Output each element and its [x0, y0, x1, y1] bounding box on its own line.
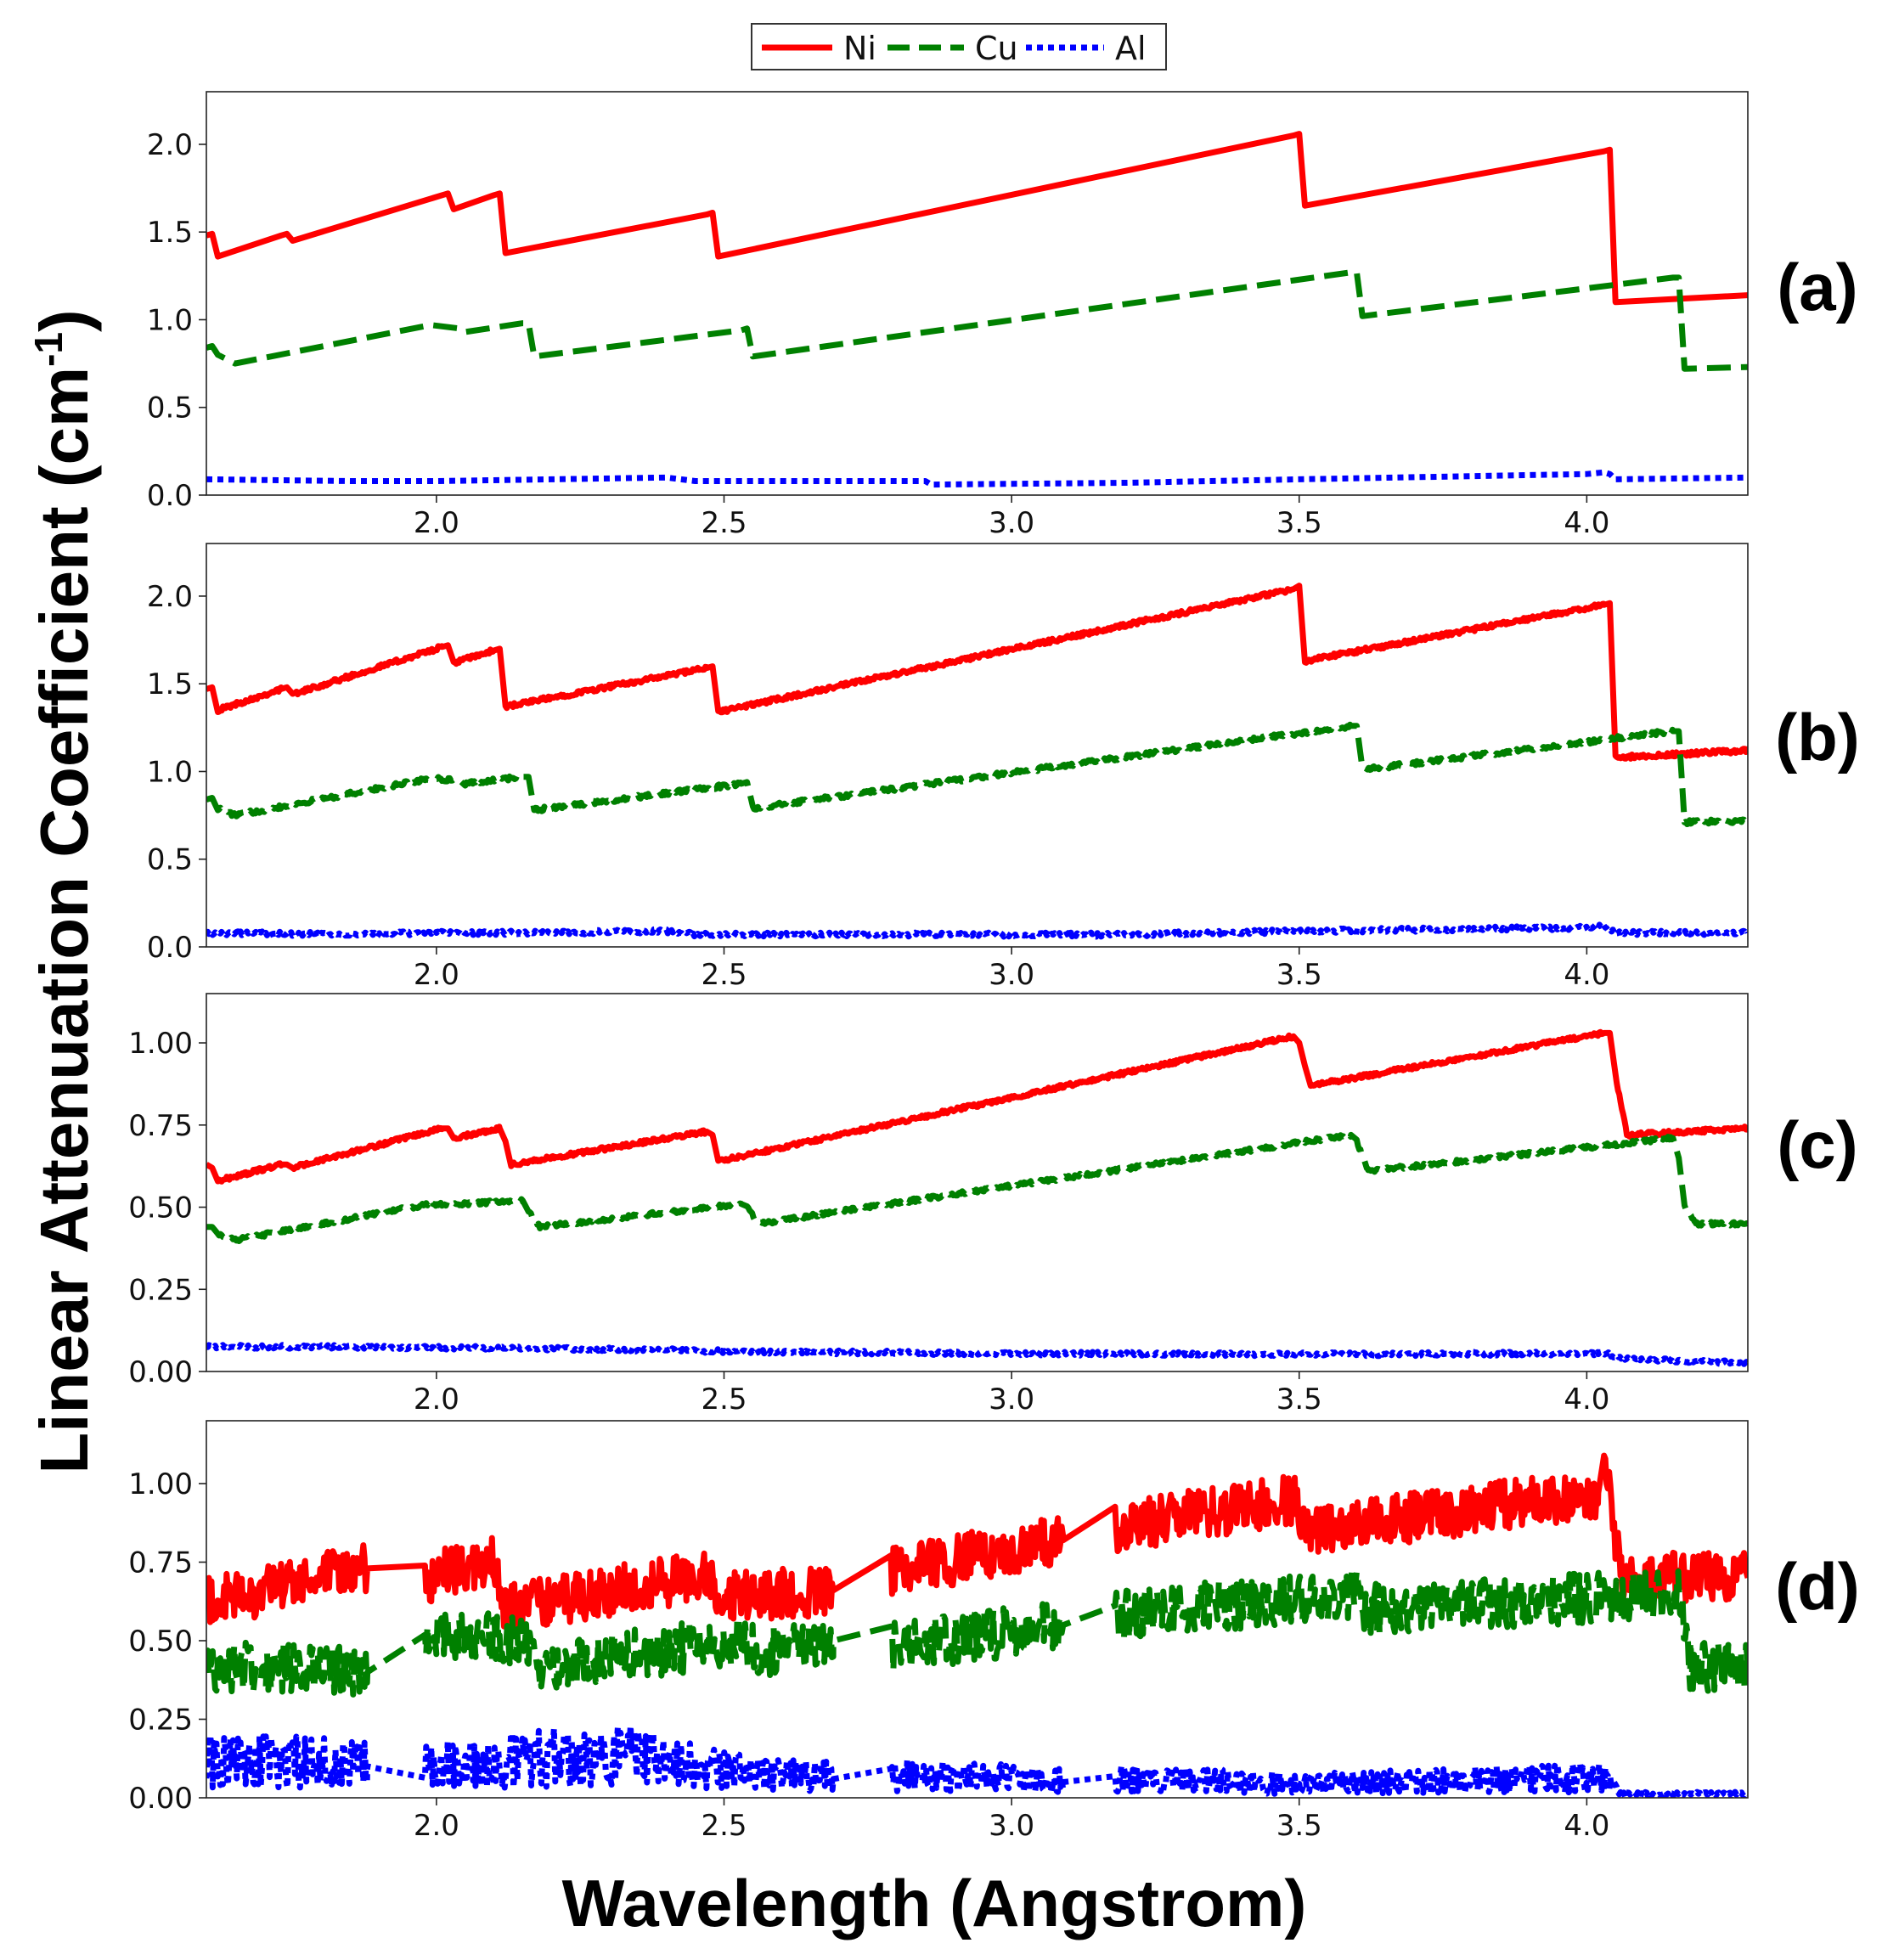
legend: Ni Cu Al — [751, 23, 1167, 70]
xtick-label: 3.0 — [989, 958, 1034, 992]
ytick-label: 1.00 — [128, 1027, 193, 1061]
xtick-label: 2.0 — [414, 1383, 459, 1416]
xtick-label: 3.5 — [1276, 1809, 1322, 1843]
xtick-label: 4.0 — [1564, 1383, 1609, 1416]
ytick-label: 0.5 — [147, 843, 193, 877]
series-al-c — [206, 1342, 1748, 1367]
panel-c: 0.00 0.25 0.50 0.75 1.00 2.0 2.5 3.0 3.5 4.0 (c) — [128, 993, 1858, 1416]
series-al-b — [206, 921, 1748, 940]
panel-label-b: (b) — [1775, 700, 1860, 774]
ytick-label: 0.0 — [147, 479, 193, 513]
xtick-label: 2.0 — [414, 1809, 459, 1843]
xtick-label: 2.5 — [701, 506, 747, 540]
ytick-label: 0.25 — [128, 1273, 193, 1307]
xtick-label: 4.0 — [1564, 1809, 1609, 1843]
ytick-label: 2.0 — [147, 580, 193, 614]
y-axis-label-close: ) — [26, 309, 102, 332]
panel-label-d: (d) — [1775, 1549, 1860, 1624]
y-axis-label-superscript: -1 — [26, 332, 70, 367]
ytick-label: 1.5 — [147, 667, 193, 701]
axes-frame-d — [206, 1420, 1749, 1799]
legend-label-al: Al — [1115, 30, 1147, 67]
y-axis-label-main: Linear Attenuation Coefficient (cm — [26, 367, 102, 1474]
ytick-label: 0.50 — [128, 1625, 193, 1659]
ytick-label: 1.0 — [147, 303, 193, 337]
xtick-label: 4.0 — [1564, 958, 1609, 992]
legend-label-cu: Cu — [975, 30, 1018, 67]
xtick-label: 2.5 — [701, 1383, 747, 1416]
xtick-label: 3.5 — [1276, 1383, 1322, 1416]
plot-area-b — [206, 583, 1748, 940]
panel-b: 0.0 0.5 1.0 1.5 2.0 2.0 2.5 3.0 3.5 4.0 (b) — [147, 543, 1860, 992]
ytick-label: 1.5 — [147, 216, 193, 250]
plot-area-a — [206, 131, 1748, 488]
series-ni-c — [206, 1028, 1748, 1185]
ytick-label: 0.25 — [128, 1704, 193, 1738]
axes-frame-a — [206, 91, 1749, 496]
xtick-label: 3.0 — [989, 1809, 1034, 1843]
ytick-label: 0.00 — [128, 1355, 193, 1389]
plot-area-d — [206, 1452, 1748, 1798]
axes-frame-b — [206, 543, 1749, 948]
series-al-d — [206, 1722, 1748, 1798]
panel-label-a: (a) — [1777, 250, 1857, 324]
x-axis-label: Wavelength (Angstrom) — [562, 1866, 1307, 1940]
series-ni-d — [206, 1452, 1748, 1634]
ytick-label: 1.0 — [147, 755, 193, 789]
axes-frame-c — [206, 993, 1749, 1372]
ytick-label: 0.0 — [147, 931, 193, 965]
ytick-label: 1.00 — [128, 1467, 193, 1501]
ytick-label: 2.0 — [147, 128, 193, 162]
series-al-a — [206, 469, 1748, 488]
plot-area-c — [206, 1028, 1748, 1367]
ytick-label: 0.00 — [128, 1782, 193, 1816]
xtick-label: 3.0 — [989, 506, 1034, 540]
legend-label-ni: Ni — [843, 30, 876, 67]
xtick-label: 3.5 — [1276, 506, 1322, 540]
ytick-label: 0.50 — [128, 1191, 193, 1225]
xtick-label: 2.5 — [701, 958, 747, 992]
ytick-label: 0.75 — [128, 1546, 193, 1580]
series-ni-b — [206, 583, 1748, 762]
panel-d: 0.00 0.25 0.50 0.75 1.00 2.0 2.5 3.0 3.5 4.0 (d) — [128, 1420, 1860, 1843]
series-cu-d — [206, 1568, 1748, 1698]
series-cu-a — [206, 269, 1748, 372]
xtick-label: 2.5 — [701, 1809, 747, 1843]
ytick-label: 0.75 — [128, 1109, 193, 1143]
xtick-label: 2.0 — [414, 506, 459, 540]
xtick-label: 3.5 — [1276, 958, 1322, 992]
y-axis-label: Linear Attenuation Coefficient (cm-1) — [26, 309, 102, 1473]
ytick-label: 0.5 — [147, 391, 193, 425]
series-cu-b — [206, 721, 1748, 827]
xtick-label: 2.0 — [414, 958, 459, 992]
xtick-label: 3.0 — [989, 1383, 1034, 1416]
panel-a: 0.0 0.5 1.0 1.5 2.0 2.0 2.5 3.0 3.5 4.0 (a) — [147, 91, 1858, 540]
xtick-label: 4.0 — [1564, 506, 1609, 540]
series-cu-c — [206, 1130, 1748, 1244]
panel-label-c: (c) — [1777, 1107, 1857, 1182]
series-ni-a — [206, 131, 1748, 306]
